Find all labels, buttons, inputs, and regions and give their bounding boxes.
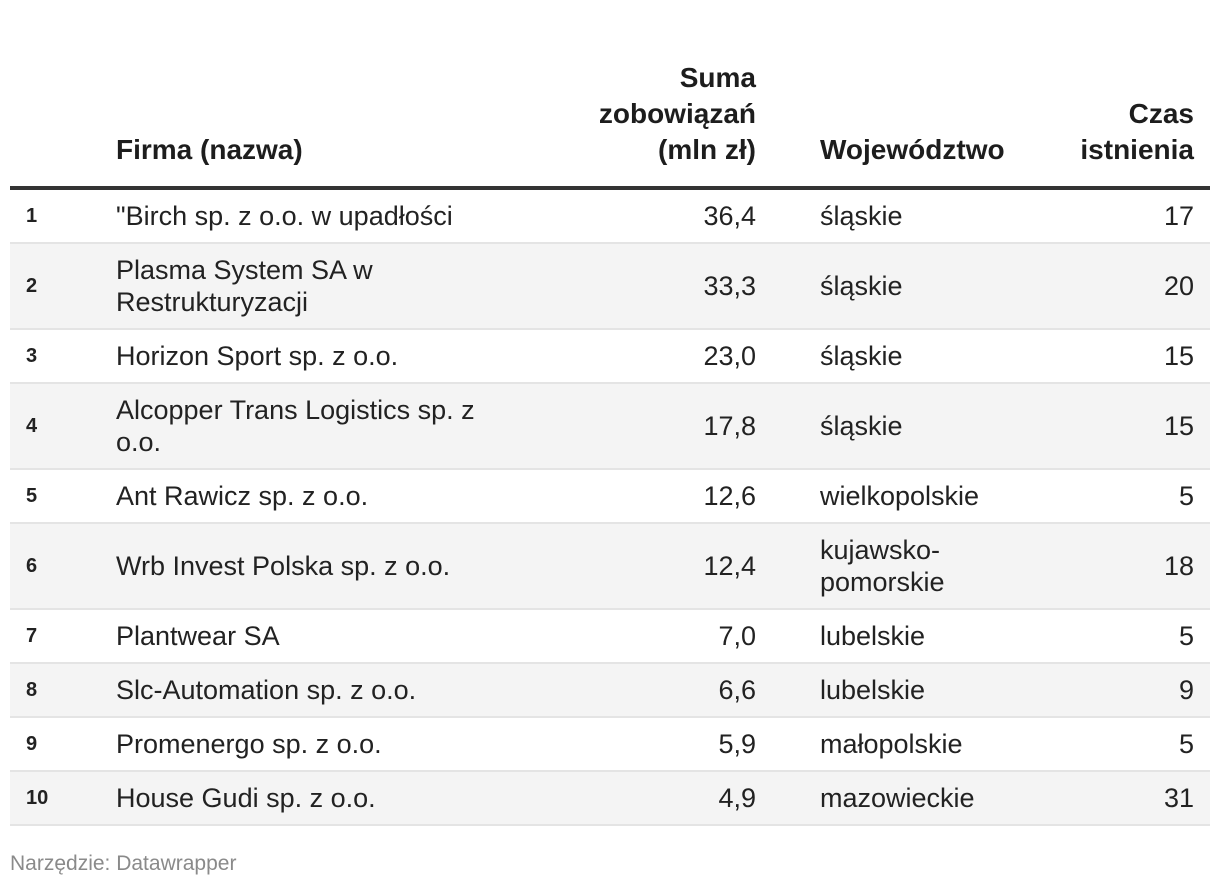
header-liabilities: Suma zobowiązań (mln zł) — [504, 0, 756, 190]
firm-name-cell: Promenergo sp. z o.o. — [104, 717, 504, 772]
firm-name-cell: Alcopper Trans Logistics sp. z o.o. — [104, 383, 504, 470]
source-credit: Narzędzie: Datawrapper — [10, 852, 237, 875]
header-age: Czas istnienia — [974, 0, 1210, 190]
row-rank: 8 — [10, 663, 104, 718]
voivodeship-cell: lubelskie — [756, 663, 974, 718]
table-row: 9 Promenergo sp. z o.o. 5,9 małopolskie 5 — [10, 717, 1210, 772]
table-row: 2 Plasma System SA w Restrukturyzacji 33,3… — [10, 243, 1210, 330]
voivodeship-cell: mazowieckie — [756, 771, 975, 826]
firm-name-cell: "Birch sp. z o.o. w upadłości — [104, 188, 504, 244]
age-cell: 15 — [974, 383, 1210, 470]
age-cell: 5 — [974, 609, 1210, 664]
row-rank: 10 — [10, 771, 104, 826]
age-cell: 9 — [974, 663, 1210, 718]
table-row: 8 Slc-Automation sp. z o.o. 6,6 lubelskie 9 — [10, 663, 1210, 718]
data-table: Firma (nazwa) Suma zobowiązań (mln zł) W… — [10, 0, 1210, 826]
liabilities-cell: 33,3 — [504, 243, 756, 330]
header-rank — [10, 0, 104, 190]
table-row: 5 Ant Rawicz sp. z o.o. 12,6 wielkopolskie 5 — [10, 469, 1210, 524]
header-liabilities-line-2: zobowiązań — [598, 98, 756, 129]
voivodeship-cell: kujawsko-pomorskie — [756, 523, 974, 610]
liabilities-cell: 7,0 — [504, 609, 756, 664]
header-firm-name: Firma (nazwa) — [104, 0, 504, 190]
voivodeship-cell: wielkopolskie — [756, 469, 979, 524]
table-row: 3 Horizon Sport sp. z o.o. 23,0 śląskie 15 — [10, 329, 1210, 384]
liabilities-cell: 23,0 — [504, 329, 756, 384]
liabilities-cell: 36,4 — [504, 188, 756, 244]
header-firm-name-line: Firma (nazwa) — [116, 134, 303, 165]
row-rank: 5 — [10, 469, 104, 524]
liabilities-cell: 5,9 — [504, 717, 756, 772]
row-rank: 1 — [10, 188, 104, 244]
voivodeship-cell: małopolskie — [756, 717, 974, 772]
voivodeship-cell: śląskie — [756, 329, 974, 384]
header-row: Firma (nazwa) Suma zobowiązań (mln zł) W… — [10, 0, 1210, 190]
liabilities-cell: 4,9 — [504, 771, 756, 826]
table-row: 4 Alcopper Trans Logistics sp. z o.o. 17,8… — [10, 383, 1210, 470]
row-rank: 3 — [10, 329, 104, 384]
firm-name-cell: House Gudi sp. z o.o. — [104, 771, 504, 826]
header-voivodeship: Województwo — [756, 0, 1005, 190]
header-voivodeship-line: Województwo — [820, 134, 1005, 165]
firm-name-cell: Ant Rawicz sp. z o.o. — [104, 469, 504, 524]
table-row: 6 Wrb Invest Polska sp. z o.o. 12,4 kujawsk… — [10, 523, 1210, 610]
table-row: 7 Plantwear SA 7,0 lubelskie 5 — [10, 609, 1210, 664]
row-rank: 4 — [10, 383, 104, 470]
row-rank: 2 — [10, 243, 104, 330]
age-cell: 20 — [974, 243, 1210, 330]
table-row: 10 House Gudi sp. z o.o. 4,9 mazowieckie 31 — [10, 771, 1210, 826]
table-container: Firma (nazwa) Suma zobowiązań (mln zł) W… — [10, 0, 1210, 826]
firm-name-cell: Plantwear SA — [104, 609, 504, 664]
liabilities-cell: 17,8 — [504, 383, 756, 470]
header-liabilities-line-1: Suma — [679, 62, 756, 93]
firm-name-cell: Slc-Automation sp. z o.o. — [104, 663, 504, 718]
row-rank: 6 — [10, 523, 104, 610]
header-age-line-2: istnienia — [1080, 134, 1194, 165]
voivodeship-cell: śląskie — [756, 243, 974, 330]
voivodeship-cell: śląskie — [756, 188, 974, 244]
header-age-line-1: Czas — [1128, 98, 1194, 129]
liabilities-cell: 6,6 — [504, 663, 756, 718]
age-cell: 18 — [974, 523, 1210, 610]
firm-name-cell: Horizon Sport sp. z o.o. — [104, 329, 504, 384]
header-liabilities-line-3: (mln zł) — [658, 134, 756, 165]
liabilities-cell: 12,6 — [504, 469, 756, 524]
age-cell: 5 — [974, 469, 1210, 524]
row-rank: 7 — [10, 609, 104, 664]
voivodeship-cell: lubelskie — [756, 609, 974, 664]
firm-name-cell: Wrb Invest Polska sp. z o.o. — [104, 523, 504, 610]
age-cell: 17 — [974, 188, 1210, 244]
table-row: 1 "Birch sp. z o.o. w upadłości 36,4 śląski… — [10, 188, 1210, 244]
firm-name-cell: Plasma System SA w Restrukturyzacji — [104, 243, 504, 330]
age-cell: 5 — [974, 717, 1210, 772]
liabilities-cell: 12,4 — [504, 523, 756, 610]
voivodeship-cell: śląskie — [756, 383, 974, 470]
row-rank: 9 — [10, 717, 104, 772]
table-body: 1 "Birch sp. z o.o. w upadłości 36,4 śląski… — [10, 188, 1210, 826]
age-cell: 15 — [974, 329, 1210, 384]
age-cell: 31 — [974, 771, 1210, 826]
